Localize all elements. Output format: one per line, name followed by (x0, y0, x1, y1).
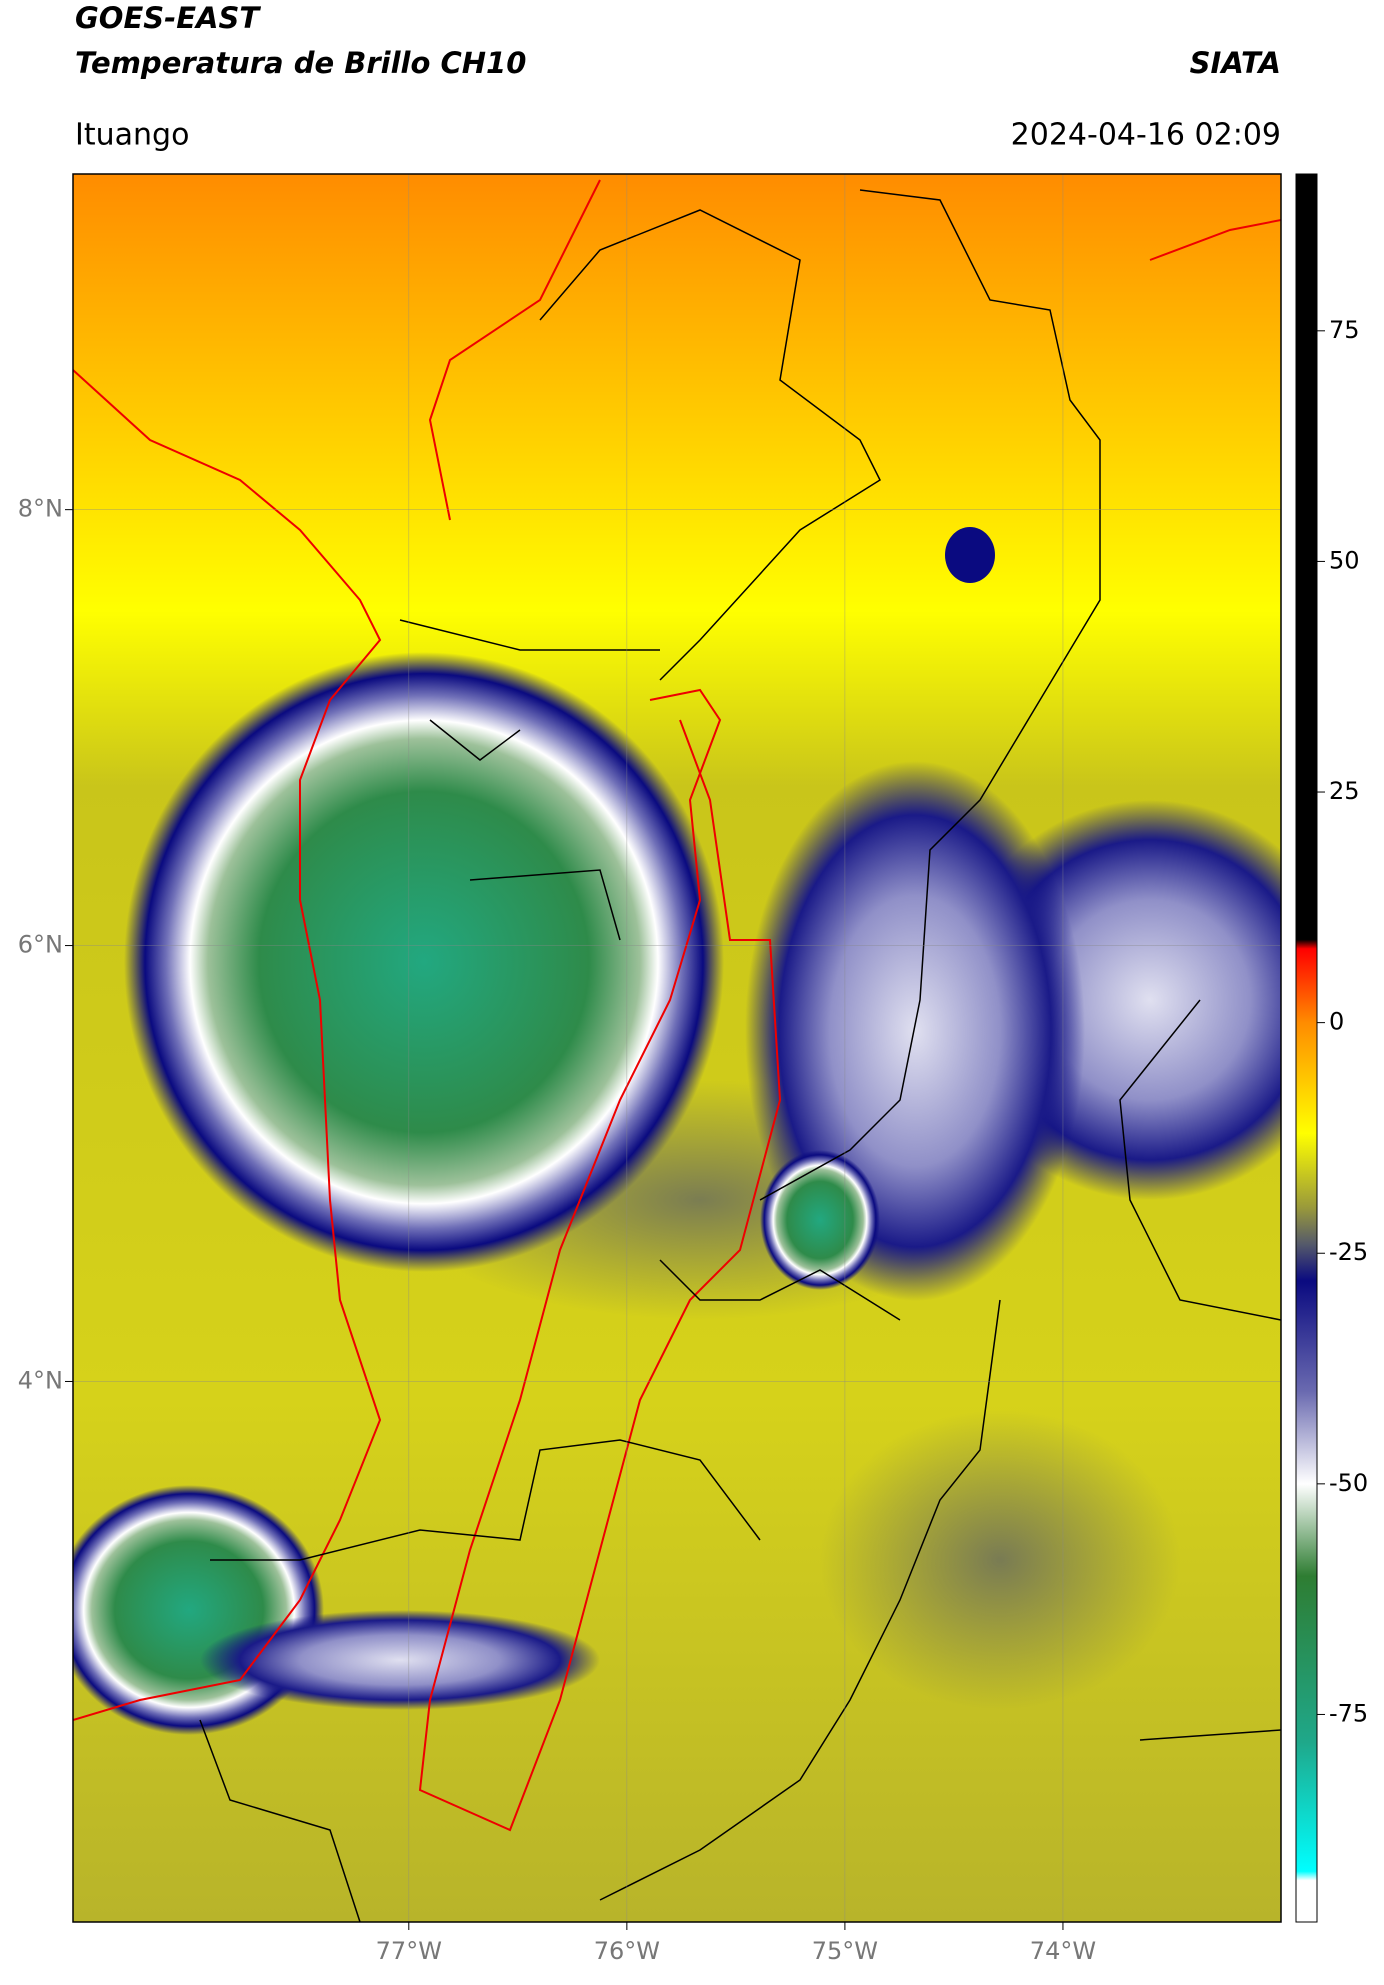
y-tick-label: 4°N (18, 1366, 63, 1394)
colorbar-tick-label: -50 (1329, 1469, 1368, 1497)
product: Temperatura de Brillo CH10 (75, 46, 526, 80)
x-tick-label: 75°W (812, 1937, 878, 1965)
y-tick-label: 6°N (18, 931, 63, 959)
colorbar-tick-label: 50 (1329, 546, 1360, 574)
x-tick-label: 74°W (1030, 1937, 1096, 1965)
satellite: GOES-EAST (75, 1, 261, 35)
y-tick-label: 8°N (18, 495, 63, 523)
colorbar-tick-label: 75 (1329, 316, 1360, 344)
colorbar-tick-label: -25 (1329, 1238, 1368, 1266)
colorbar (1295, 173, 1318, 1923)
colorbar-tick-label: 25 (1329, 777, 1360, 805)
colorbar-tick-label: -75 (1329, 1699, 1368, 1727)
region: Ituango (75, 118, 189, 153)
x-tick-label: 76°W (594, 1937, 660, 1965)
map-frame (72, 173, 1282, 1923)
datetime: 2024-04-16 02:09 (1011, 118, 1281, 153)
x-tick-label: 77°W (376, 1937, 442, 1965)
satellite-image (73, 174, 1281, 1922)
colorbar-tick-label: 0 (1329, 1008, 1344, 1036)
agency: SIATA (1190, 46, 1281, 80)
